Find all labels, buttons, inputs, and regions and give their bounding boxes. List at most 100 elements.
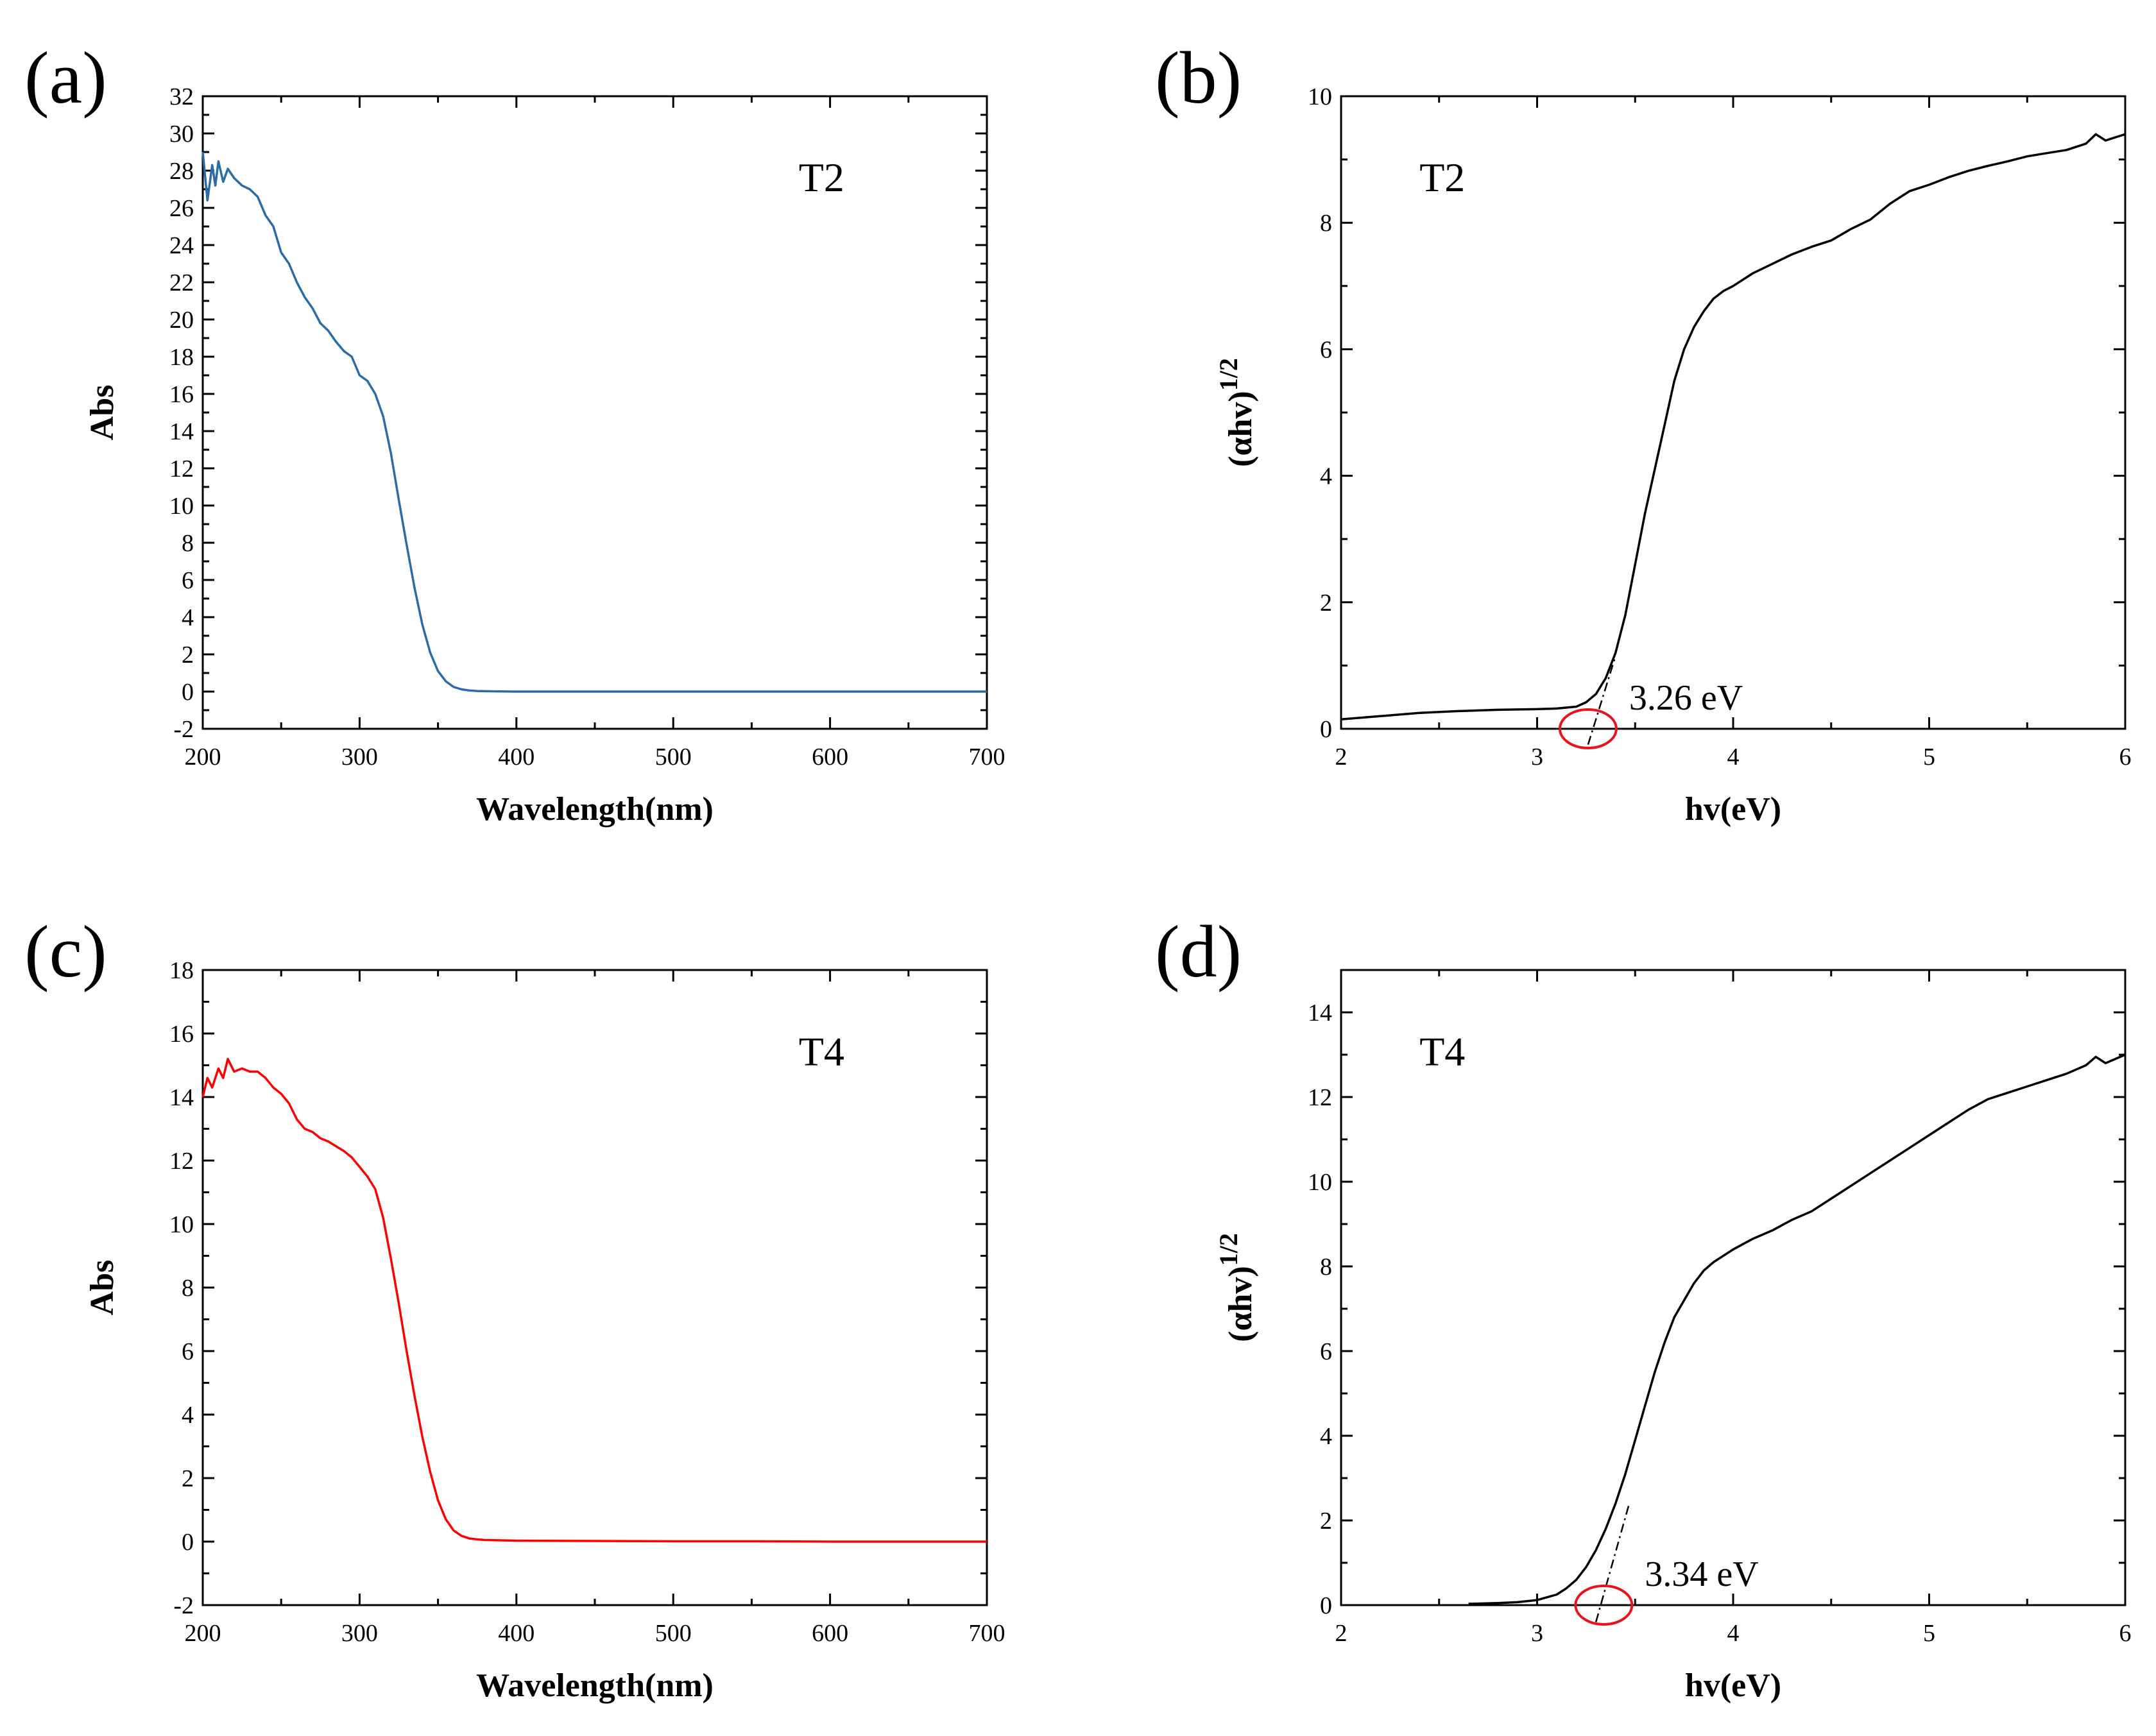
panel-d: (d)2 3 4 5 602468101214hv(eV)(αhv)1/2T43.34 … — [1155, 911, 2132, 1704]
x-axis-title: hv(eV) — [1685, 1667, 1781, 1704]
y-tick-label: 16 — [169, 1021, 194, 1048]
x-tick-label: 6 — [2119, 744, 2132, 770]
sample-label: T4 — [1419, 1029, 1465, 1075]
series-line-t4 — [1468, 1053, 2126, 1605]
y-axis-title-main: (αhv) — [1222, 391, 1259, 467]
band-gap-marker — [1574, 1585, 1634, 1626]
x-tick-label: 4 — [1727, 1620, 1740, 1647]
y-axis-title: Abs — [84, 1260, 121, 1316]
y-tick-label: 30 — [169, 121, 194, 148]
y-tick-label: 0 — [182, 1529, 194, 1556]
x-tick-label: 200 — [185, 744, 221, 770]
y-tick-label: 0 — [182, 679, 194, 706]
y-tick-label: 4 — [182, 604, 194, 631]
x-tick-label: 200 — [185, 1620, 221, 1647]
x-tick-label: 5 — [1923, 1620, 1935, 1647]
y-tick-label: 20 — [169, 307, 194, 334]
band-gap-label: 3.26 eV — [1629, 678, 1743, 718]
x-tick-label: 300 — [341, 744, 378, 770]
y-tick-label: 4 — [182, 1402, 194, 1429]
sample-label: T2 — [799, 155, 844, 200]
y-tick-label: 14 — [169, 418, 194, 445]
y-tick-label: 12 — [1308, 1084, 1332, 1111]
y-axis-title: (αhv)1/2 — [1214, 358, 1259, 467]
panel-label: (c) — [24, 911, 107, 993]
x-tick-label: 5 — [1923, 744, 1935, 770]
x-tick-label: 500 — [655, 1620, 692, 1647]
y-axis-title-main: Abs — [84, 385, 121, 441]
y-axis-title-exponent: 1/2 — [1214, 358, 1243, 391]
x-tick-label: 400 — [498, 744, 535, 770]
panel-label: (d) — [1155, 911, 1242, 993]
y-tick-label: 2 — [1320, 1508, 1332, 1535]
y-tick-label: 18 — [169, 344, 194, 371]
y-axis-title-main: (αhv) — [1222, 1266, 1259, 1342]
y-tick-label: 10 — [169, 493, 194, 520]
x-tick-label: 4 — [1727, 744, 1740, 770]
y-tick-label: 0 — [1320, 716, 1332, 743]
y-tick-label: 4 — [1320, 1423, 1332, 1450]
x-axis-title: Wavelength(nm) — [476, 791, 714, 828]
panel-label: (b) — [1155, 37, 1242, 119]
y-tick-label: 24 — [169, 232, 194, 259]
y-axis-title-exponent: 1/2 — [1214, 1233, 1243, 1266]
y-tick-label: 10 — [1308, 1169, 1332, 1196]
y-axis-title: (αhv)1/2 — [1214, 1233, 1259, 1342]
y-tick-label: 2 — [182, 1465, 194, 1492]
x-tick-label: 600 — [812, 744, 848, 770]
tangent-line — [1587, 656, 1616, 745]
y-tick-label: -2 — [173, 1592, 194, 1619]
y-tick-label: 10 — [1308, 83, 1332, 110]
y-tick-label: 8 — [182, 1275, 194, 1302]
panel-a: (a)200 300 400 500 600 700-202468101214161820… — [24, 37, 1005, 828]
y-tick-label: 14 — [1308, 1000, 1332, 1026]
y-tick-label: 12 — [169, 455, 194, 482]
y-axis-title: Abs — [84, 385, 121, 441]
y-tick-label: 6 — [1320, 1338, 1332, 1365]
x-tick-label: 400 — [498, 1620, 535, 1647]
band-gap-marker — [1558, 708, 1618, 749]
x-tick-label: 600 — [812, 1620, 848, 1647]
tangent-line — [1595, 1503, 1630, 1622]
series-line-t2 — [1340, 133, 2126, 720]
sample-label: T4 — [799, 1029, 844, 1075]
plot-frame — [201, 969, 988, 1606]
y-tick-label: 18 — [169, 957, 194, 984]
y-axis-title-main: Abs — [84, 1260, 121, 1316]
y-tick-label: 2 — [182, 642, 194, 668]
y-tick-label: 22 — [169, 269, 194, 296]
y-tick-label: 8 — [1320, 210, 1332, 237]
x-tick-label: 3 — [1531, 1620, 1543, 1647]
y-tick-label: 8 — [182, 530, 194, 557]
y-tick-label: 32 — [169, 83, 194, 110]
y-tick-label: 6 — [182, 567, 194, 594]
panel-c: (c) 200 300 400 500 600 700 -2 0 2 4 6 8 10 12 14 16 18 Wa… — [24, 911, 1005, 1704]
y-tick-label: -2 — [173, 716, 194, 743]
band-gap-label: 3.34 eV — [1645, 1554, 1758, 1594]
x-axis-title: Wavelength(nm) — [476, 1667, 714, 1704]
x-tick-label: 700 — [969, 744, 1005, 770]
series-line-t4 — [201, 1057, 987, 1543]
x-tick-label: 2 — [1335, 744, 1348, 770]
y-tick-label: 8 — [1320, 1254, 1332, 1281]
x-tick-label: 500 — [655, 744, 692, 770]
x-axis-title: hv(eV) — [1685, 791, 1781, 828]
y-tick-label: 12 — [169, 1148, 194, 1175]
x-tick-label: 300 — [341, 1620, 378, 1647]
y-tick-label: 2 — [1320, 590, 1332, 617]
y-tick-label: 28 — [169, 158, 194, 185]
panel-label: (a) — [24, 37, 107, 119]
y-tick-label: 0 — [1320, 1592, 1332, 1619]
y-tick-label: 10 — [169, 1211, 194, 1238]
y-tick-label: 16 — [169, 381, 194, 408]
x-tick-label: 700 — [969, 1620, 1005, 1647]
x-tick-label: 3 — [1531, 744, 1543, 770]
y-tick-label: 6 — [182, 1338, 194, 1365]
plot-frame — [201, 95, 988, 730]
series-line-t2 — [201, 151, 987, 693]
x-tick-label: 6 — [2119, 1620, 2132, 1647]
y-tick-label: 4 — [1320, 463, 1332, 490]
y-tick-label: 26 — [169, 195, 194, 222]
